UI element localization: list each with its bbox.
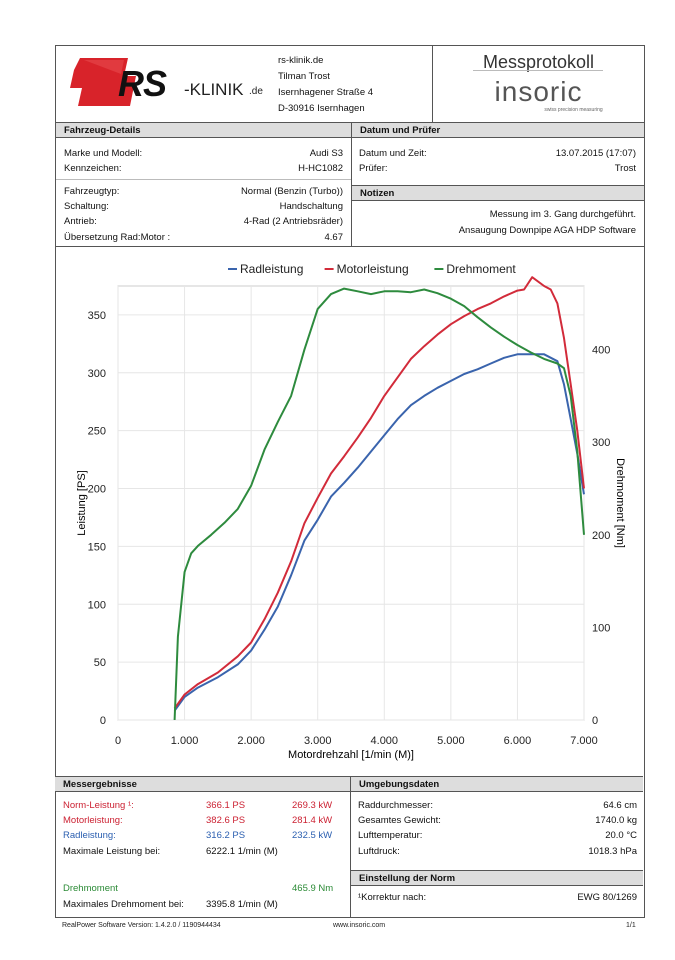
vehicle-value: Audi S3: [309, 148, 343, 159]
date-label: Datum und Zeit:: [359, 148, 427, 159]
address-block: rs-klinik.de Tilman Trost Isernhagener S…: [278, 53, 373, 117]
env-label: Luftdruck:: [358, 846, 400, 857]
result-value-kw: 269.3 kW: [292, 800, 333, 811]
logo-graphic: [70, 58, 136, 106]
insoric-url[interactable]: www.insoric.com: [333, 922, 386, 929]
vehicle-value: H-HC1082: [298, 163, 343, 174]
tester-value: Trost: [614, 163, 636, 174]
torque-value: 465.9 Nm: [292, 883, 334, 894]
result-value-ps: 316.2 PS: [206, 830, 246, 841]
notes-line: Messung im 3. Gang durchgeführt.: [489, 209, 636, 220]
vehicle-label: Fahrzeugtyp:: [64, 186, 120, 197]
vehicle-label: Kennzeichen:: [64, 163, 122, 174]
vehicle-label: Schaltung:: [64, 201, 109, 212]
logo-suffix-text: -KLINIK: [184, 80, 244, 99]
env-value: 1740.0 kg: [595, 815, 637, 826]
row-divider: [56, 179, 351, 180]
notes-heading: Notizen: [351, 185, 644, 201]
result-value-ps: 382.6 PS: [206, 815, 246, 826]
document-title: Messprotokoll: [482, 52, 595, 72]
vehicle-label: Marke und Modell:: [64, 148, 143, 159]
address-line: Tilman Trost: [278, 71, 330, 82]
vehicle-label: Antrieb:: [64, 216, 97, 227]
measurement-report: RS -KLINIK .de rs-klinik.de Tilman Trost…: [55, 45, 645, 918]
result-value-kw: 281.4 kW: [292, 815, 333, 826]
notes-line: Ansaugung Downpipe AGA HDP Software: [458, 225, 636, 236]
norm-heading: Einstellung der Norm: [350, 870, 643, 886]
title-rule: [473, 70, 603, 71]
address-line: rs-klinik.de: [278, 55, 324, 66]
env-value: 1018.3 hPa: [588, 846, 637, 857]
vehicle-details-heading: Fahrzeug-Details: [56, 122, 351, 138]
results-area: Messergebnisse Umgebungsdaten Norm-Leist…: [55, 776, 645, 918]
result-label: Norm-Leistung ¹:: [63, 800, 134, 811]
norm-value: EWG 80/1269: [577, 892, 637, 903]
vehicle-label: Übersetzung Rad:Motor :: [64, 232, 171, 243]
result-value-ps: 366.1 PS: [206, 800, 246, 811]
chart-top-border: [56, 246, 644, 247]
page-number: 1/1: [626, 922, 636, 929]
result-label: Radleistung:: [63, 830, 116, 841]
norm-label: ¹Korrektur nach:: [358, 892, 427, 903]
tester-label: Prüfer:: [359, 163, 388, 174]
section-divider: [350, 792, 351, 917]
result-value-rpm: 6222.1 1/min (M): [206, 846, 278, 857]
torque-at-value: 3395.8 1/min (M): [206, 899, 278, 910]
logo-domain-text: .de: [249, 86, 263, 97]
insoric-logo: insoric: [433, 77, 644, 107]
result-label: Motorleistung:: [63, 815, 123, 826]
address-line: Isernhagener Straße 4: [278, 87, 374, 98]
env-value: 64.6 cm: [603, 800, 637, 811]
vehicle-value: 4-Rad (2 Antriebsräder): [243, 216, 343, 227]
brand-name: insoric: [494, 76, 583, 107]
results-heading: Messergebnisse: [55, 776, 350, 792]
rs-klinik-logo: RS -KLINIK .de: [66, 54, 266, 114]
result-value-kw: 232.5 kW: [292, 830, 333, 841]
result-label: Maximale Leistung bei:: [63, 846, 161, 857]
env-label: Lufttemperatur:: [358, 830, 423, 841]
environment-heading: Umgebungsdaten: [350, 776, 643, 792]
header-divider: [432, 46, 433, 122]
date-value: 13.07.2015 (17:07): [555, 148, 636, 159]
vehicle-value: Normal (Benzin (Turbo)): [240, 186, 343, 197]
vehicle-value: Handschaltung: [279, 201, 343, 212]
address-line: D-30916 Isernhagen: [278, 103, 365, 114]
vehicle-value: 4.67: [324, 232, 344, 243]
torque-label: Drehmoment: [63, 883, 118, 894]
env-value: 20.0 °C: [605, 830, 637, 841]
logo-main-text: RS: [118, 63, 167, 104]
date-tester-heading: Datum und Prüfer: [351, 122, 644, 138]
env-label: Gesamtes Gewicht:: [358, 815, 441, 826]
software-version: RealPower Software Version: 1.4.2.0 / 11…: [62, 922, 221, 929]
env-label: Raddurchmesser:: [358, 800, 433, 811]
brand-tagline: swiss precision measuring: [544, 107, 603, 113]
torque-at-label: Maximales Drehmoment bei:: [63, 899, 184, 910]
